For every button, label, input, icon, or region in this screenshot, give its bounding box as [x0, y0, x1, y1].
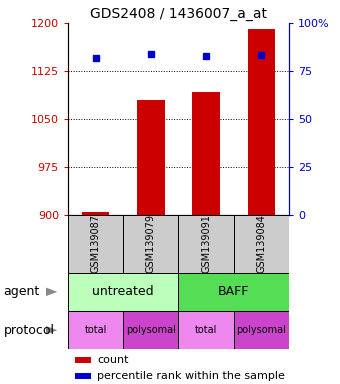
Bar [123, 215, 178, 273]
Bar [74, 357, 90, 363]
Text: percentile rank within the sample: percentile rank within the sample [97, 371, 285, 381]
Polygon shape [46, 326, 57, 334]
Bar [234, 311, 289, 349]
Text: agent: agent [3, 285, 40, 298]
Bar [123, 311, 178, 349]
Bar [178, 311, 234, 349]
Text: count: count [97, 355, 129, 365]
Text: protocol: protocol [3, 324, 54, 337]
Bar [82, 212, 109, 215]
Text: total: total [195, 325, 217, 335]
Bar [234, 215, 289, 273]
Bar [178, 273, 289, 311]
Bar [137, 100, 165, 215]
Bar [68, 215, 123, 273]
Bar [192, 91, 220, 215]
Title: GDS2408 / 1436007_a_at: GDS2408 / 1436007_a_at [90, 7, 267, 21]
Polygon shape [46, 288, 57, 296]
Text: GSM139087: GSM139087 [91, 214, 101, 273]
Text: polysomal: polysomal [236, 325, 286, 335]
Bar [178, 215, 234, 273]
Bar [68, 273, 178, 311]
Text: GSM139079: GSM139079 [146, 214, 156, 273]
Text: GSM139084: GSM139084 [256, 214, 266, 273]
Text: untreated: untreated [92, 285, 154, 298]
Text: total: total [84, 325, 107, 335]
Bar [68, 311, 123, 349]
Bar [74, 372, 90, 379]
Text: BAFF: BAFF [218, 285, 250, 298]
Text: polysomal: polysomal [126, 325, 176, 335]
Text: GSM139091: GSM139091 [201, 214, 211, 273]
Bar [248, 30, 275, 215]
